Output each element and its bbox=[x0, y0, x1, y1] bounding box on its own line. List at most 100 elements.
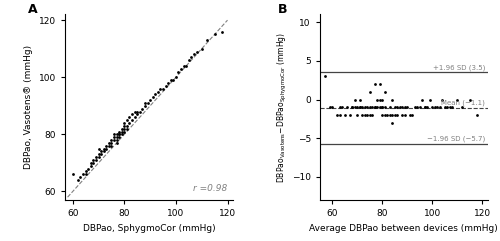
Point bbox=[97, 150, 105, 154]
Point bbox=[192, 50, 200, 54]
Point bbox=[118, 127, 126, 131]
Point bbox=[386, 105, 394, 109]
Point bbox=[381, 113, 389, 117]
Point bbox=[100, 147, 108, 151]
Point bbox=[110, 138, 118, 142]
Point bbox=[364, 113, 372, 117]
Point bbox=[356, 105, 364, 109]
Point bbox=[105, 144, 113, 148]
Point bbox=[361, 113, 369, 117]
Point bbox=[348, 105, 356, 109]
Point bbox=[82, 170, 90, 174]
Point bbox=[123, 127, 131, 131]
Point bbox=[436, 105, 444, 109]
Point bbox=[120, 130, 128, 134]
Point bbox=[376, 105, 384, 109]
Point bbox=[391, 105, 399, 109]
Point bbox=[90, 161, 98, 165]
Point bbox=[141, 104, 149, 108]
Point bbox=[418, 98, 426, 101]
Point bbox=[146, 98, 154, 102]
Point bbox=[177, 67, 185, 71]
Point bbox=[421, 105, 429, 109]
Point bbox=[474, 113, 482, 117]
Point bbox=[79, 172, 87, 176]
Point bbox=[76, 175, 84, 179]
Point bbox=[94, 147, 102, 151]
Point bbox=[388, 113, 396, 117]
Point bbox=[328, 105, 336, 109]
Point bbox=[391, 113, 399, 117]
Point bbox=[351, 105, 359, 109]
Point bbox=[105, 141, 113, 145]
Point bbox=[144, 101, 152, 105]
Point bbox=[100, 150, 108, 154]
Point bbox=[321, 74, 329, 78]
Point bbox=[424, 105, 432, 109]
Point bbox=[371, 105, 379, 109]
Point bbox=[376, 98, 384, 101]
Point bbox=[82, 172, 90, 176]
Point bbox=[87, 164, 95, 168]
Point bbox=[366, 90, 374, 94]
Point bbox=[87, 161, 95, 165]
Point bbox=[102, 147, 110, 151]
Point bbox=[136, 110, 144, 114]
Point bbox=[188, 55, 196, 59]
Point bbox=[126, 115, 134, 119]
Point bbox=[102, 144, 110, 148]
Point bbox=[172, 75, 180, 79]
Point bbox=[120, 124, 128, 128]
Point bbox=[398, 113, 406, 117]
Text: +1.96 SD (3.5): +1.96 SD (3.5) bbox=[432, 64, 485, 71]
Point bbox=[378, 105, 386, 109]
Point bbox=[84, 167, 92, 171]
Point bbox=[358, 113, 366, 117]
X-axis label: DBPao, SphygmoCor (mmHg): DBPao, SphygmoCor (mmHg) bbox=[82, 224, 215, 233]
Point bbox=[441, 105, 449, 109]
Point bbox=[118, 133, 126, 136]
Point bbox=[203, 38, 211, 42]
Point bbox=[115, 133, 123, 136]
Point bbox=[210, 33, 218, 36]
Point bbox=[97, 152, 105, 156]
Point bbox=[414, 105, 422, 109]
Point bbox=[396, 105, 404, 109]
Point bbox=[454, 98, 462, 101]
Point bbox=[351, 98, 359, 101]
Point bbox=[154, 90, 162, 94]
Point bbox=[148, 95, 156, 99]
Point bbox=[368, 105, 376, 109]
Point bbox=[388, 121, 396, 125]
Point bbox=[378, 113, 386, 117]
Text: A: A bbox=[28, 3, 38, 16]
Point bbox=[428, 105, 436, 109]
Point bbox=[448, 105, 456, 109]
Point bbox=[90, 158, 98, 162]
Point bbox=[174, 70, 182, 74]
Point bbox=[120, 121, 128, 125]
Point bbox=[74, 178, 82, 182]
Point bbox=[115, 133, 123, 136]
Point bbox=[354, 105, 362, 109]
Point bbox=[404, 105, 411, 109]
Point bbox=[356, 98, 364, 101]
Point bbox=[130, 110, 138, 114]
Point bbox=[381, 105, 389, 109]
Point bbox=[94, 155, 102, 159]
Point bbox=[138, 107, 146, 111]
Point bbox=[458, 105, 466, 109]
Point bbox=[366, 113, 374, 117]
Point bbox=[120, 127, 128, 131]
Point bbox=[152, 93, 160, 96]
Point bbox=[434, 105, 442, 109]
Point bbox=[190, 53, 198, 56]
Point bbox=[167, 78, 175, 82]
Point bbox=[185, 58, 193, 62]
Point bbox=[431, 105, 439, 109]
Point bbox=[394, 113, 402, 117]
Point bbox=[68, 172, 76, 176]
Point bbox=[112, 138, 120, 142]
Point bbox=[128, 113, 136, 116]
Point bbox=[110, 133, 118, 136]
